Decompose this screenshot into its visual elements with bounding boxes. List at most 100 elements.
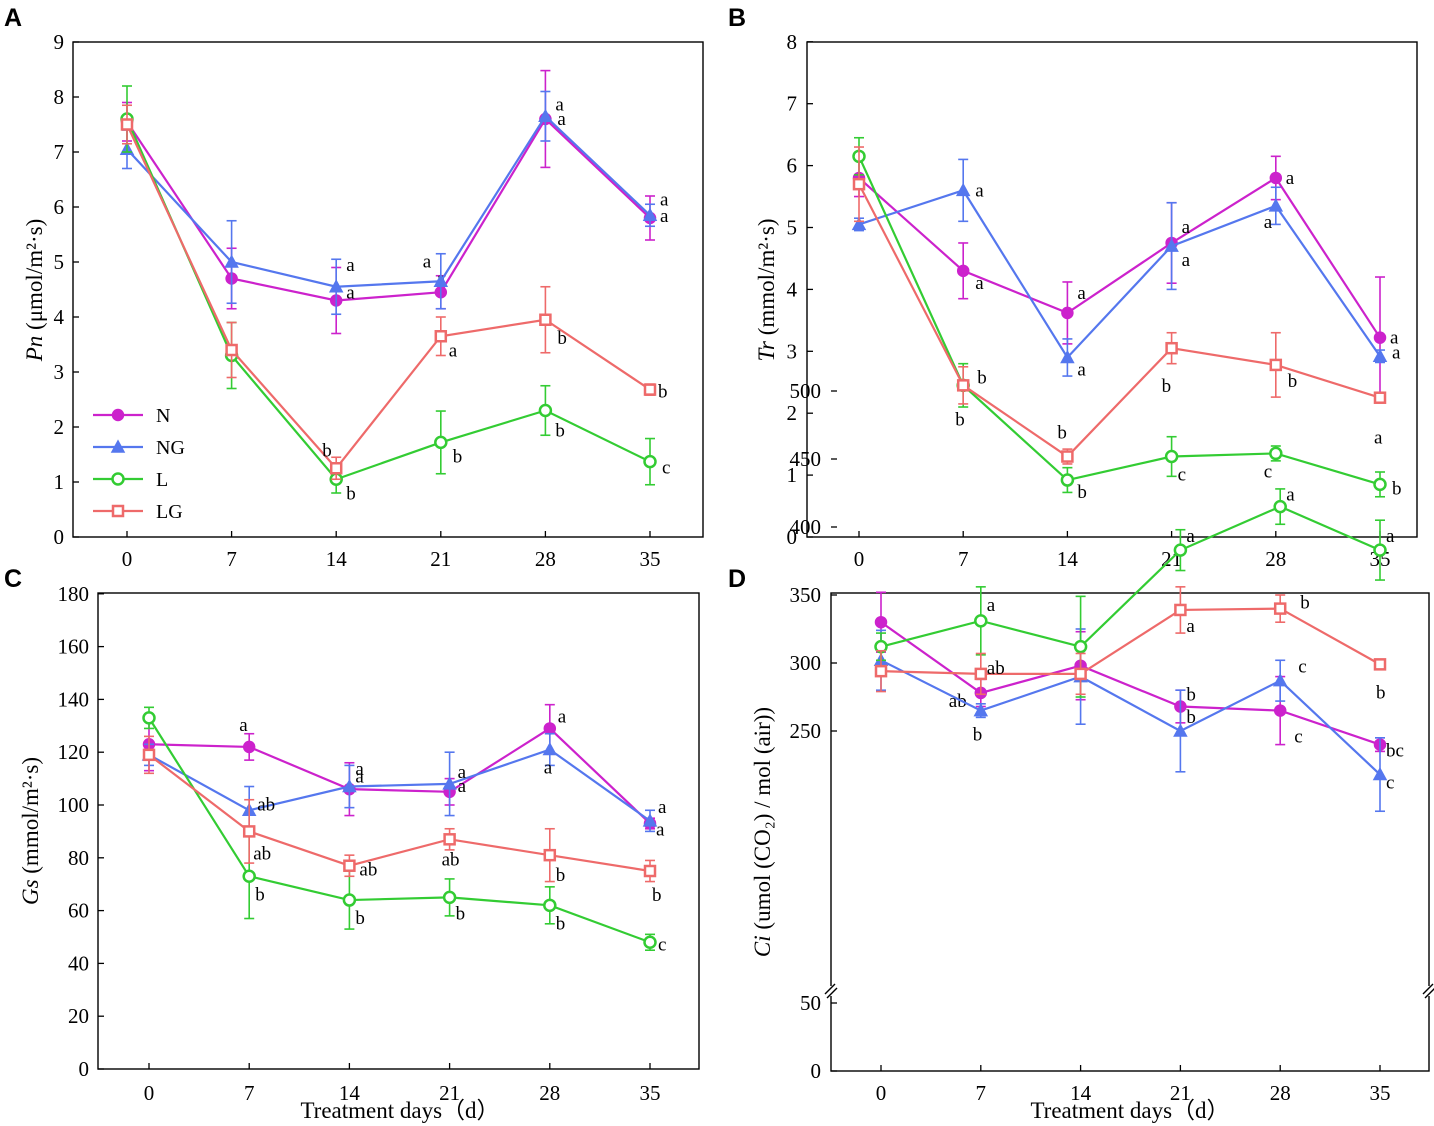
data-point-ng — [973, 703, 989, 717]
x-tick-label: 0 — [854, 547, 865, 571]
data-point-lg — [1273, 602, 1287, 615]
y-tick-label: 60 — [68, 899, 89, 923]
y-tick-label: 50 — [800, 991, 821, 1015]
series-lg: b a b b — [120, 104, 668, 481]
significance-label: a — [1286, 168, 1295, 189]
significance-label: b — [1186, 685, 1196, 706]
data-point-lg — [643, 383, 657, 396]
significance-label: a — [557, 109, 566, 130]
x-tick-label: 7 — [976, 1081, 987, 1105]
y-tick-label: 8 — [787, 30, 798, 54]
significance-label: a — [975, 180, 984, 201]
significance-label: b — [1077, 482, 1087, 503]
significance-label: a — [544, 758, 553, 779]
panel-c: C Gs (mmol/m²·s) Treatment days（d） 0 20 40… — [4, 565, 700, 1123]
data-point-lg — [1061, 450, 1074, 463]
significance-label: c — [1386, 773, 1394, 794]
data-point-n — [543, 722, 557, 735]
y-tick-label: 300 — [790, 651, 822, 675]
data-point-l — [1269, 446, 1283, 461]
data-point-l — [643, 935, 657, 950]
x-axis-title-d: Treatment days（d） — [1030, 1098, 1229, 1123]
y-tick-label: 4 — [54, 305, 65, 329]
significance-label: a — [558, 706, 567, 727]
data-point-lg — [974, 667, 988, 681]
y-tick-label: 0 — [54, 525, 65, 549]
y-axis-title-d: Ci (umol (CO₂) / mol (air)) — [750, 707, 775, 957]
legend-label-l: L — [156, 469, 168, 491]
x-tick-label: 21 — [439, 1081, 460, 1105]
legend-marker-l — [111, 472, 125, 486]
significance-label: a — [555, 94, 564, 115]
data-point-l — [1373, 543, 1387, 557]
data-point-lg — [956, 379, 970, 392]
plot-frame-a — [72, 41, 704, 538]
y-tick-label: 6 — [787, 154, 798, 178]
significance-label: a — [1374, 428, 1383, 449]
series-line-l — [148, 717, 651, 944]
data-point-n — [1273, 704, 1287, 717]
data-point-ng — [1372, 348, 1388, 363]
legend: N NG L LG — [93, 405, 185, 523]
data-point-lg — [1074, 667, 1087, 681]
legend-marker-n — [111, 408, 125, 422]
x-axis-title-c: Treatment days（d） — [300, 1098, 499, 1123]
significance-label: b — [456, 903, 466, 924]
data-point-ng — [851, 216, 867, 231]
significance-label: a — [1186, 526, 1195, 547]
data-point-ng — [642, 813, 658, 827]
data-point-l — [1173, 543, 1188, 557]
significance-label: b — [355, 908, 365, 929]
significance-label: a — [1182, 250, 1191, 271]
data-point-l — [1060, 473, 1075, 487]
x-tick-label: 14 — [339, 1081, 361, 1105]
y-tick-label: 5 — [54, 250, 65, 274]
significance-label: a — [987, 595, 996, 616]
significance-label: b — [453, 446, 463, 467]
significance-label: a — [1392, 342, 1401, 363]
x-tick-label: 7 — [244, 1081, 255, 1105]
y-tick-label: 80 — [68, 846, 89, 870]
data-point-l — [142, 711, 156, 725]
series-line-n — [148, 727, 651, 825]
series-line-n — [126, 117, 651, 302]
panel-letter-a: A — [4, 4, 22, 32]
data-point-lg — [1165, 341, 1178, 355]
data-point-l — [538, 403, 553, 418]
axis-break-right-slash — [1424, 988, 1434, 999]
significance-label: a — [660, 189, 669, 210]
data-point-l — [974, 614, 988, 628]
y-tick-label: 3 — [54, 360, 65, 384]
x-tick-label: 21 — [430, 547, 451, 571]
x-tick-label: 0 — [144, 1081, 155, 1105]
x-tick-label: 7 — [958, 547, 969, 571]
significance-label: b — [255, 884, 265, 905]
data-point-n — [1373, 331, 1387, 344]
data-point-l — [1164, 449, 1179, 464]
y-tick-label: 400 — [790, 515, 822, 539]
x-tick-label: 28 — [1265, 547, 1286, 571]
y-tick-label: 5 — [787, 216, 798, 240]
legend-marker-ng — [110, 439, 126, 453]
data-point-l — [643, 454, 657, 469]
y-tick-label: 1 — [787, 463, 798, 487]
significance-label: a — [1182, 217, 1191, 238]
data-point-ng — [538, 108, 553, 122]
y-tick-label: 160 — [58, 635, 90, 659]
significance-label: bc — [1386, 741, 1404, 762]
significance-label: b — [346, 483, 356, 504]
data-point-l — [434, 435, 448, 450]
series-line-ng — [858, 189, 1381, 360]
significance-label: b — [555, 421, 565, 442]
significance-label: a — [1077, 283, 1086, 304]
y-tick-label: 3 — [787, 339, 798, 363]
data-point-ng — [1060, 349, 1075, 364]
data-point-lg — [643, 864, 657, 878]
